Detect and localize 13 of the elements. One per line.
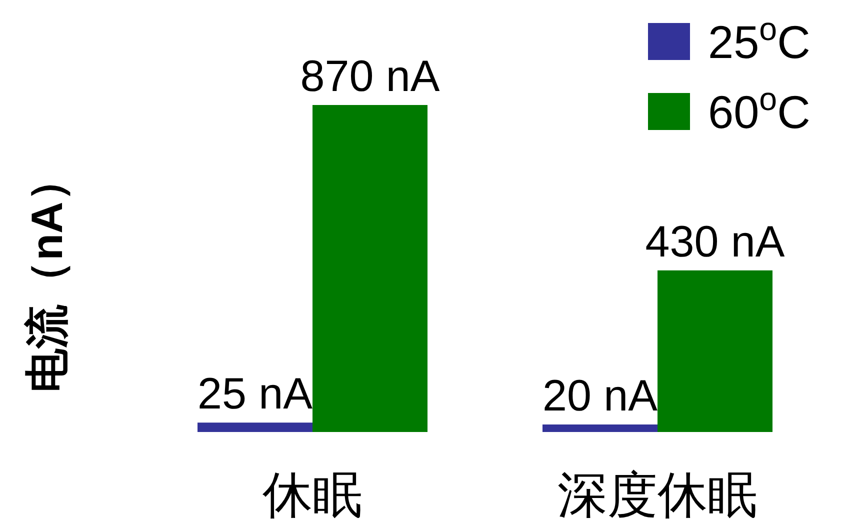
data-label: 20 nA [542,371,658,420]
data-label: 25 nA [198,370,314,419]
data-label: 870 nA [300,52,440,101]
bar [658,270,772,432]
data-label: 430 nA [645,217,786,266]
bar [542,424,658,432]
y-axis-title: 电流（nA） [23,158,72,392]
bar [312,105,428,432]
legend-label: 25$^{o}$C [708,11,810,68]
legend-label: 60$^{o}$C [708,81,810,138]
x-tick-label: 休眠 [262,466,362,524]
bar [198,422,312,432]
x-tick-label: 深度休眠 [558,466,758,524]
